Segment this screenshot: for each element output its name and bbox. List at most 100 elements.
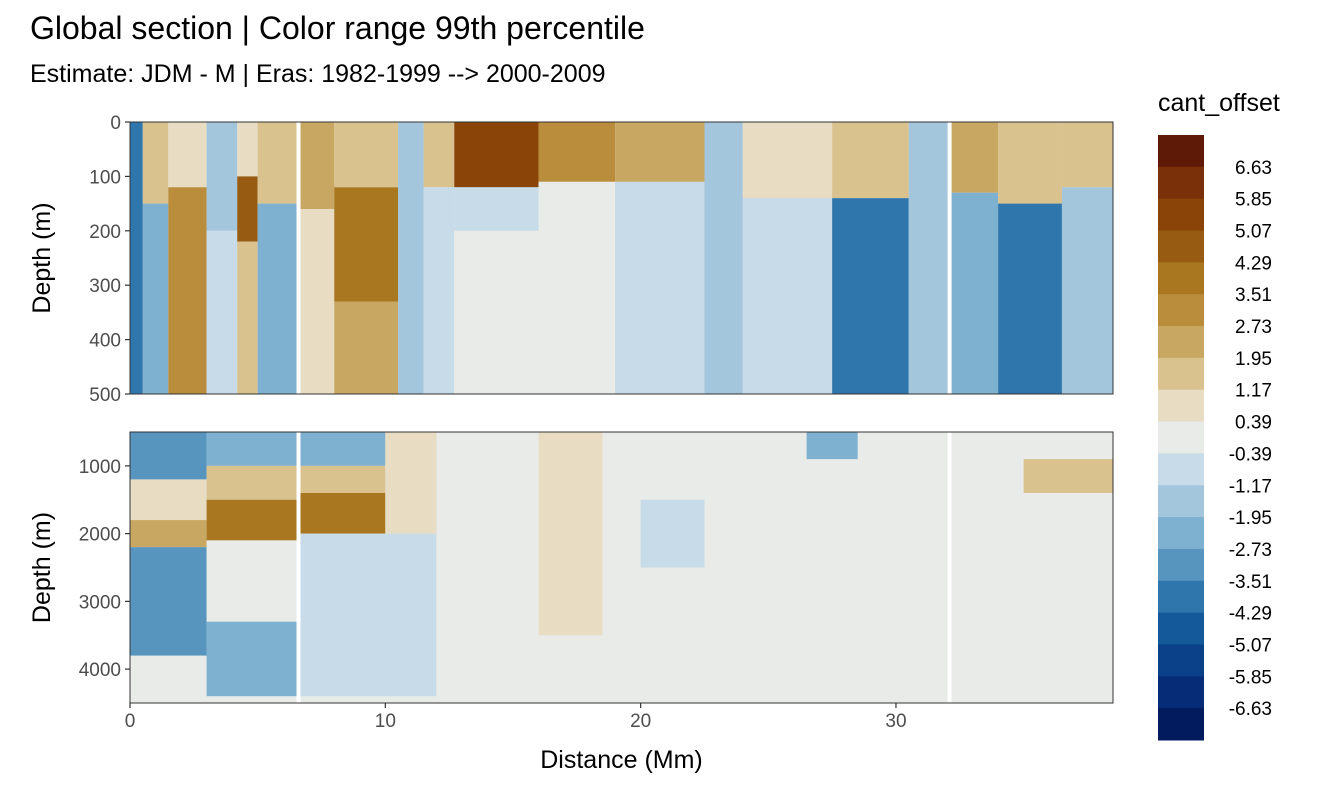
heatmap-cell-bottom-7 (206, 540, 299, 622)
y-tick-label-top-500: 500 (89, 385, 121, 406)
heatmap-cell-bottom-6 (206, 499, 299, 541)
legend-swatch-6 (1158, 326, 1204, 359)
y-axis-label-top: Depth (m) (28, 202, 56, 313)
heatmap-cell-top-8 (237, 176, 258, 242)
heatmap-cell-top-30 (832, 122, 909, 199)
y-tick-label-bottom-1000: 1000 (79, 457, 121, 478)
legend-label-16: -5.85 (1229, 667, 1272, 688)
y-tick-label-top-400: 400 (89, 331, 121, 352)
legend-swatch-2 (1158, 198, 1204, 232)
heatmap-cell-top-29 (742, 198, 833, 394)
heatmap-cell-top-28 (742, 122, 833, 199)
heatmap-cell-bottom-9 (298, 432, 386, 466)
heatmap-cell-bottom-3 (130, 547, 207, 656)
legend-label-3: 4.29 (1235, 253, 1272, 274)
y-tick-label-top-300: 300 (89, 276, 121, 297)
heatmap-cell-top-15 (334, 187, 399, 302)
heatmap-cell-top-24 (538, 181, 616, 394)
legend-swatch-12 (1158, 517, 1204, 550)
heatmap-cell-top-3 (168, 122, 207, 188)
heatmap-cell-top-5 (206, 122, 238, 231)
heatmap-cell-top-17 (398, 122, 424, 394)
legend-label-0: 6.63 (1235, 158, 1272, 179)
heatmap-cell-bottom-12 (298, 533, 386, 697)
legend-swatch-11 (1158, 485, 1204, 518)
heatmap-cell-top-18 (423, 122, 455, 188)
heatmap-cell-top-16 (334, 301, 399, 394)
legend-swatch-8 (1158, 389, 1204, 423)
heatmap-cell-top-33 (949, 122, 999, 193)
section-break-top-1 (947, 122, 952, 394)
y-tick-label-top-0: 0 (110, 113, 121, 134)
heatmap-cell-top-21 (454, 187, 539, 231)
panel-border-bottom (129, 431, 1114, 704)
legend-swatch-16 (1158, 644, 1204, 677)
heatmap-cell-top-37 (1061, 122, 1113, 188)
heatmap-cell-top-7 (237, 122, 258, 177)
heatmap-cell-top-23 (538, 122, 616, 182)
heatmap-cell-top-31 (832, 198, 909, 394)
heatmap-cell-bottom-5 (206, 465, 299, 500)
legend-label-17: -6.63 (1229, 699, 1272, 720)
legend-label-11: -1.95 (1229, 508, 1272, 529)
heatmap-cell-bottom-17 (640, 499, 705, 568)
y-tick-label-top-100: 100 (89, 167, 121, 188)
heatmap-cell-top-13 (298, 209, 335, 394)
legend-swatch-7 (1158, 357, 1204, 391)
y-tick-label-top-200: 200 (89, 222, 121, 243)
legend-swatch-9 (1158, 421, 1204, 454)
heatmap-cell-top-10 (257, 122, 299, 204)
legend-label-8: 0.39 (1235, 413, 1272, 434)
heatmap-cell-top-25 (615, 122, 705, 182)
heatmap-cell-bottom-18 (806, 432, 858, 460)
heatmap-cell-top-14 (334, 122, 399, 188)
heatmap-cell-top-12 (298, 122, 335, 210)
chart-subtitle: Estimate: JDM - M | Eras: 1982-1999 --> … (30, 60, 606, 88)
heatmap-cell-top-36 (998, 203, 1062, 394)
heatmap-cell-top-20 (454, 122, 539, 188)
heatmap-cell-bottom-0 (130, 432, 207, 480)
legend-swatch-3 (1158, 230, 1204, 263)
legend-label-2: 5.07 (1235, 222, 1272, 243)
heatmap-cell-top-34 (949, 192, 999, 394)
y-tick-label-bottom-2000: 2000 (79, 525, 121, 546)
heatmap-cell-top-4 (168, 187, 207, 394)
legend-label-10: -1.17 (1229, 476, 1272, 497)
heatmap-cell-top-26 (615, 181, 705, 394)
legend-label-7: 1.17 (1235, 381, 1272, 402)
legend-swatch-0 (1158, 135, 1204, 168)
y-axis-label-bottom: Depth (m) (28, 512, 56, 623)
heatmap-cell-bottom-4 (206, 432, 299, 466)
heatmap-cell-top-9 (237, 241, 258, 394)
legend-label-12: -2.73 (1229, 540, 1272, 561)
legend-swatch-10 (1158, 453, 1204, 486)
legend-swatch-1 (1158, 166, 1204, 200)
legend-label-4: 3.51 (1235, 285, 1272, 306)
legend-label-15: -5.07 (1229, 635, 1272, 656)
section-break-bottom-0 (296, 432, 301, 703)
heatmap-cell-bottom-16 (538, 432, 603, 636)
heatmap-cell-bottom-11 (298, 492, 386, 534)
chart-title: Global section | Color range 99th percen… (30, 10, 645, 46)
heatmap-cell-top-6 (206, 230, 238, 394)
legend-label-5: 2.73 (1235, 317, 1272, 338)
legend-label-9: -0.39 (1229, 444, 1272, 465)
legend-swatch-5 (1158, 294, 1204, 327)
heatmap-cell-top-32 (908, 122, 950, 394)
legend-swatch-13 (1158, 548, 1204, 582)
section-break-top-0 (296, 122, 301, 394)
y-tick-label-bottom-3000: 3000 (79, 592, 121, 613)
heatmap-cell-bottom-8 (206, 621, 299, 697)
x-axis-label: Distance (Mm) (540, 746, 703, 774)
legend-label-14: -4.29 (1229, 604, 1272, 625)
panel-border-top (129, 121, 1114, 395)
x-tick-label-20: 20 (630, 711, 651, 732)
heatmap-cell-bottom-2 (130, 520, 207, 548)
section-break-bottom-1 (947, 432, 952, 703)
legend-swatch-4 (1158, 262, 1204, 295)
legend-label-13: -3.51 (1229, 572, 1272, 593)
heatmap-cell-top-0 (130, 122, 143, 394)
heatmap-cell-bottom-20 (1023, 459, 1113, 493)
heatmap-cell-top-19 (423, 187, 455, 394)
